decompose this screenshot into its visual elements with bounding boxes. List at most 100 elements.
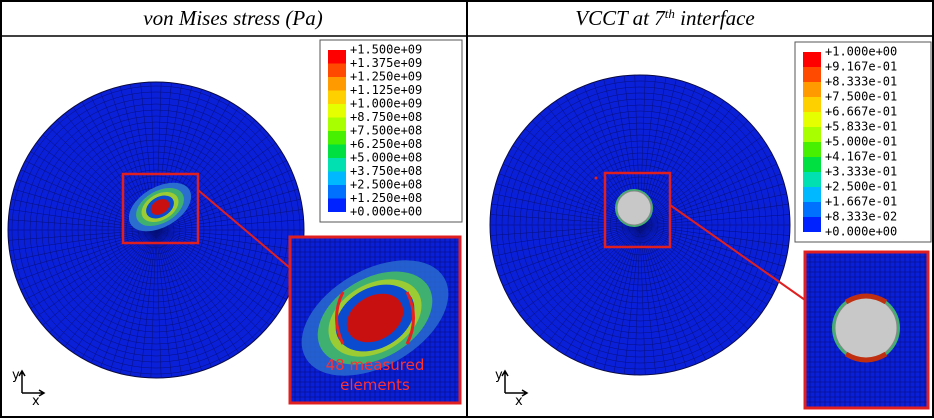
- mesh-line: [9, 209, 157, 231]
- legend-label: +1.250e+09: [350, 70, 422, 84]
- mesh-line: [518, 224, 641, 314]
- mesh-line: [155, 209, 303, 231]
- hot-spot: [128, 182, 192, 232]
- legend-label: +1.250e+08: [350, 191, 422, 205]
- mesh-line: [155, 229, 172, 378]
- legend-label: +1.375e+09: [350, 56, 422, 70]
- mesh-line: [639, 173, 782, 226]
- mesh-line: [155, 219, 304, 231]
- mesh-line: [155, 229, 162, 378]
- legend-label: +0.000e+00: [350, 205, 422, 219]
- mesh-line: [25, 229, 157, 300]
- mesh-line: [140, 229, 157, 378]
- mesh-line: [639, 193, 787, 226]
- mesh-line: [20, 229, 157, 291]
- mesh-line: [498, 224, 641, 277]
- mesh-line: [639, 203, 789, 226]
- legend-swatch: [328, 90, 346, 104]
- legend-label: +9.167e-01: [825, 60, 897, 74]
- legend-label: +3.750e+08: [350, 164, 422, 178]
- mesh-line: [42, 229, 157, 326]
- mesh-line: [512, 224, 641, 305]
- mesh-line: [155, 229, 239, 353]
- annotation: 48 measured: [326, 356, 425, 374]
- mesh-line: [155, 179, 296, 231]
- contour: [150, 199, 170, 215]
- meshes: [7, 74, 791, 379]
- legend-label: +1.125e+09: [350, 83, 422, 97]
- mesh-line: [8, 229, 157, 241]
- mesh-line: [639, 224, 778, 287]
- mesh-line: [119, 229, 157, 374]
- legend-swatch: [803, 187, 821, 202]
- mesh-line: [100, 229, 157, 368]
- mesh-line: [81, 229, 157, 359]
- mesh-line: [73, 229, 157, 353]
- legend-swatch: [328, 198, 346, 212]
- mesh-line: [491, 203, 641, 226]
- mesh-line: [495, 224, 641, 267]
- mesh-line: [495, 183, 641, 226]
- mesh-line: [639, 224, 733, 344]
- legend-label: +8.333e-02: [825, 210, 897, 224]
- axis-label: y: [495, 368, 503, 383]
- mesh-line: [639, 224, 762, 314]
- legend-label: +6.250e+08: [350, 137, 422, 151]
- mesh-line: [639, 224, 725, 350]
- legend-swatch: [803, 67, 821, 82]
- connector: [669, 204, 806, 301]
- legend-swatch: [803, 217, 821, 232]
- mesh-line: [639, 224, 790, 236]
- axis-arrow: [18, 369, 46, 397]
- mesh-line: [9, 229, 157, 251]
- legend-label: +1.667e-01: [825, 195, 897, 209]
- mesh-line: [155, 229, 202, 371]
- mesh-line: [524, 224, 641, 322]
- mesh-line: [593, 224, 641, 368]
- legend-swatch: [328, 158, 346, 172]
- legend-label: +2.500e-01: [825, 180, 897, 194]
- mesh-line: [155, 229, 212, 368]
- selection-box: [121, 172, 200, 245]
- mesh-line: [639, 224, 787, 257]
- mesh-line: [155, 188, 299, 231]
- mesh-line: [155, 229, 270, 326]
- mesh-line: [155, 229, 248, 347]
- mesh-line: [155, 229, 256, 341]
- mesh-line: [639, 154, 773, 226]
- mesh-line: [624, 224, 641, 375]
- mesh-line: [639, 224, 749, 330]
- panel-title: VCCT at 7th interface: [575, 6, 755, 30]
- mesh-line: [155, 229, 222, 364]
- mesh-line: [639, 224, 677, 371]
- legend-label: +8.333e-01: [825, 75, 897, 89]
- legend-label: +1.000e+09: [350, 97, 422, 111]
- mesh-line: [90, 229, 157, 364]
- legend-swatch: [803, 112, 821, 127]
- mesh-line: [639, 214, 790, 226]
- zoom-box: [288, 235, 462, 405]
- mesh-line: [155, 229, 296, 281]
- mesh-line: [639, 183, 785, 226]
- legend-swatch: [328, 131, 346, 145]
- mesh-line: [639, 224, 687, 368]
- legend-label: +3.333e-01: [825, 165, 897, 179]
- mesh-line: [13, 229, 157, 272]
- legend-label: +7.500e+08: [350, 124, 422, 138]
- mesh-line: [555, 224, 641, 350]
- legend-swatch: [803, 127, 821, 142]
- connector: [197, 189, 291, 269]
- legend-swatch: [803, 142, 821, 157]
- legend-label: +5.000e-01: [825, 135, 897, 149]
- mesh-line: [639, 224, 756, 322]
- legend-swatch: [328, 104, 346, 118]
- mesh-line: [49, 229, 157, 333]
- mesh-line: [639, 224, 773, 296]
- legend-swatch: [328, 50, 346, 64]
- mesh-line: [498, 173, 641, 226]
- mesh-line: [603, 224, 641, 371]
- mesh-line: [493, 224, 641, 257]
- legend-label: +5.833e-01: [825, 120, 897, 134]
- zoom-right: [805, 252, 928, 408]
